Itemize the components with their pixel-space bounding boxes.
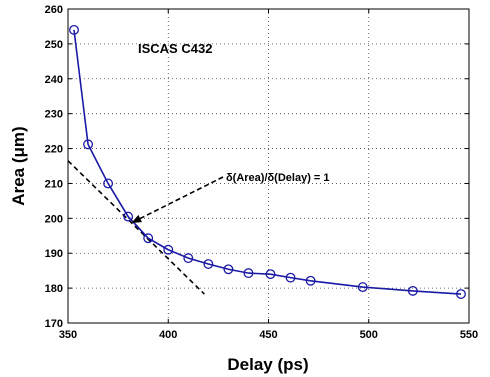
data-point — [407, 285, 418, 296]
annotation-text: δ(Area)/δ(Delay) = 1 — [226, 172, 330, 184]
y-axis-label: Area (μm) — [9, 126, 28, 205]
data-point — [203, 259, 214, 269]
x-axis-label: Delay (ps) — [227, 355, 308, 374]
tangent-line — [67, 160, 205, 295]
data-point — [243, 268, 254, 279]
x-tick-label: 550 — [460, 329, 478, 341]
y-tick-label: 230 — [45, 109, 63, 121]
y-tick-label: 260 — [45, 4, 63, 16]
y-tick-label: 220 — [45, 144, 63, 156]
y-tick-label: 200 — [45, 213, 63, 225]
y-tick-label: 180 — [45, 283, 63, 295]
data-point — [163, 244, 174, 255]
data-point — [456, 289, 466, 299]
grid — [68, 9, 469, 323]
x-tick-label: 450 — [259, 329, 277, 341]
data-point — [223, 264, 234, 275]
annotation-arrow — [131, 176, 224, 224]
data-point — [143, 233, 154, 244]
data-point — [103, 178, 114, 189]
chart-title: ISCAS C432 — [138, 41, 212, 56]
data-point — [183, 253, 194, 264]
data-point — [265, 269, 276, 280]
series-line — [73, 29, 462, 295]
x-tick-label: 350 — [59, 329, 77, 341]
tangent-layer — [67, 160, 205, 295]
data-point — [69, 24, 79, 35]
y-tick-label: 210 — [45, 178, 63, 190]
y-tick-label: 190 — [45, 248, 63, 260]
data-point — [285, 272, 296, 283]
data-point — [357, 282, 368, 293]
y-tick-label: 170 — [45, 318, 63, 330]
data-point — [305, 275, 316, 286]
y-tick-label: 250 — [45, 39, 63, 51]
data-point — [83, 139, 94, 150]
x-tick-label: 500 — [360, 329, 378, 341]
tick-layer: 350 400 450 500 550 170 180 190 200 210 220 230 240 2… — [45, 4, 479, 341]
x-tick-label: 400 — [159, 329, 177, 341]
y-tick-label: 240 — [45, 74, 63, 86]
